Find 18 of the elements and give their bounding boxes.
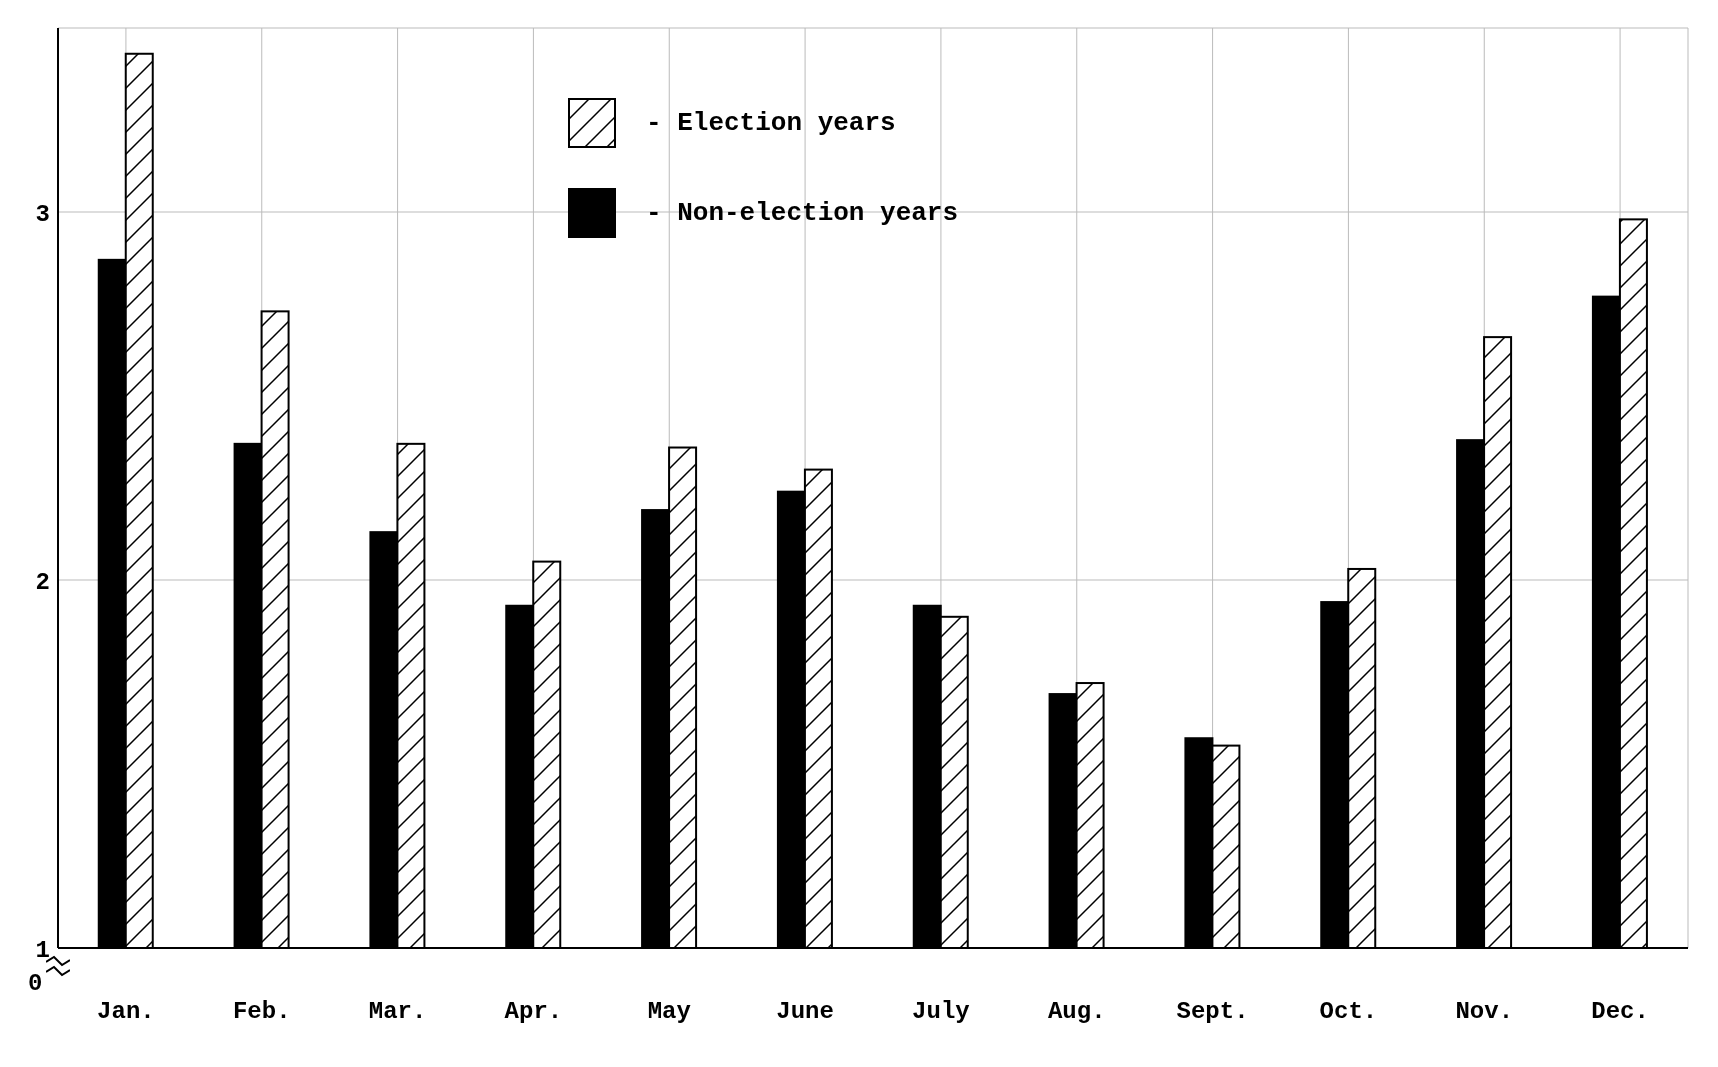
x-tick-label: Jan. <box>97 998 155 1025</box>
legend-label: - Non-election years <box>646 198 959 228</box>
y-tick-label: 1 <box>35 936 50 964</box>
x-tick-label: May <box>647 998 691 1025</box>
x-tick-label: Aug. <box>1047 998 1106 1025</box>
x-tick-label: July <box>912 998 970 1025</box>
x-tick-label: Apr. <box>504 998 563 1025</box>
x-tick-label: Dec. <box>1591 998 1649 1025</box>
text: 0 <box>28 970 43 997</box>
x-tick-label: Sept. <box>1176 998 1249 1025</box>
legend-label: - Election years <box>646 108 896 138</box>
x-tick-label: Mar. <box>368 998 427 1025</box>
y-tick-label: 2 <box>35 568 50 596</box>
y-tick-label: 3 <box>35 200 50 228</box>
x-tick-label: Nov. <box>1455 998 1514 1025</box>
x-tick-label: Oct. <box>1319 998 1378 1025</box>
x-tick-label: June <box>776 998 834 1025</box>
x-tick-label: Feb. <box>232 998 291 1025</box>
